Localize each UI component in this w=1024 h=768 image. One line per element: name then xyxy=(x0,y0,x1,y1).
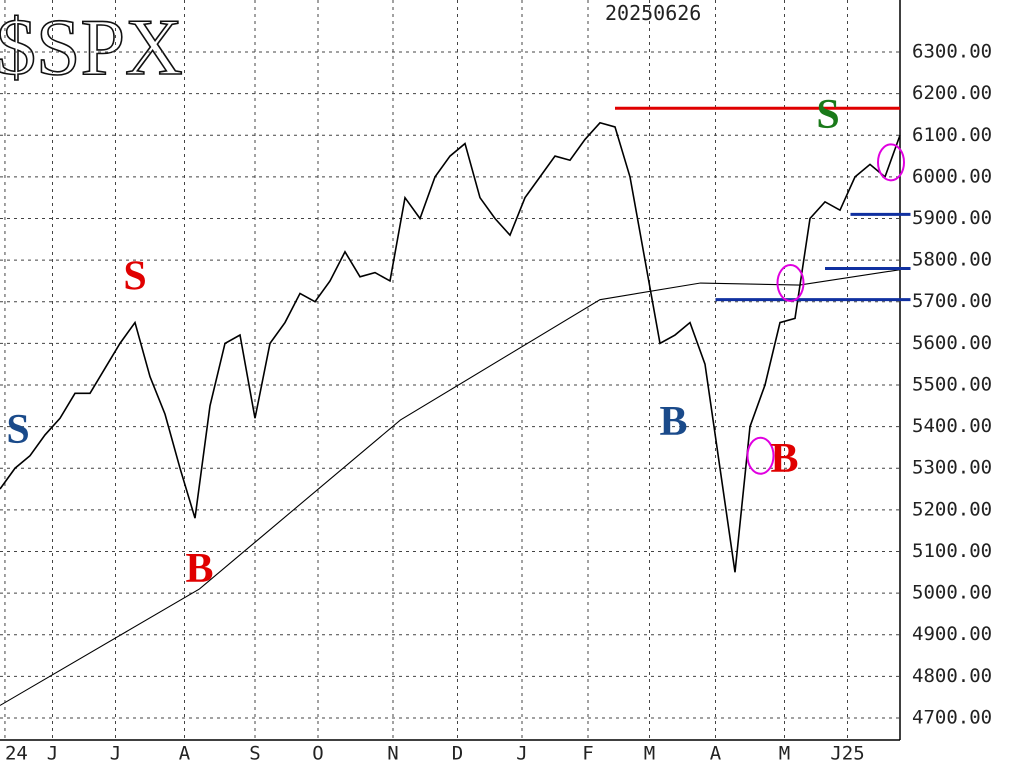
y-tick-label: 5000.00 xyxy=(912,582,992,604)
y-tick-label: 5400.00 xyxy=(912,415,992,437)
y-tick-label: 6000.00 xyxy=(912,165,992,187)
signal-label: B xyxy=(185,546,213,592)
x-tick-label: A xyxy=(179,743,191,765)
x-tick-label: A xyxy=(710,743,722,765)
y-tick-label: 5200.00 xyxy=(912,498,992,520)
x-tick-label: F xyxy=(582,743,593,765)
y-tick-label: 5300.00 xyxy=(912,457,992,479)
price-line xyxy=(0,121,901,573)
x-tick-label: S xyxy=(249,743,260,765)
highlight-circle xyxy=(746,436,775,475)
y-tick-label: 6200.00 xyxy=(912,82,992,104)
x-tick-label: O xyxy=(312,743,323,765)
y-tick-label: 5100.00 xyxy=(912,540,992,562)
highlight-circle xyxy=(877,143,905,182)
price-line xyxy=(0,269,901,706)
chart-subtitle: 20250626 xyxy=(605,1,701,25)
x-tick-label: J xyxy=(47,743,58,765)
y-tick-label: 5600.00 xyxy=(912,332,992,354)
y-tick-label: 5900.00 xyxy=(912,207,992,229)
y-tick-label: 5500.00 xyxy=(912,373,992,395)
signal-label: S xyxy=(816,92,839,138)
y-tick-label: 6100.00 xyxy=(912,124,992,146)
x-tick-label: 24 xyxy=(5,743,28,765)
chart-title: $SPX xyxy=(0,4,183,92)
signal-label: B xyxy=(659,399,687,445)
x-tick-label: M xyxy=(644,743,655,765)
x-tick-label: J xyxy=(516,743,527,765)
signal-label: S xyxy=(123,254,146,300)
highlight-circle xyxy=(776,264,805,303)
x-tick-label: J xyxy=(110,743,121,765)
x-tick-label: J25 xyxy=(830,743,864,765)
signal-label: S xyxy=(6,407,29,453)
x-tick-label: D xyxy=(452,743,463,765)
y-tick-label: 4700.00 xyxy=(912,706,992,728)
y-tick-label: 5700.00 xyxy=(912,290,992,312)
y-tick-label: 5800.00 xyxy=(912,249,992,271)
signal-label: B xyxy=(770,436,798,482)
y-tick-label: 6300.00 xyxy=(912,41,992,63)
x-tick-label: N xyxy=(387,743,398,765)
y-tick-label: 4800.00 xyxy=(912,665,992,687)
y-tick-label: 4900.00 xyxy=(912,623,992,645)
x-tick-label: M xyxy=(779,743,790,765)
